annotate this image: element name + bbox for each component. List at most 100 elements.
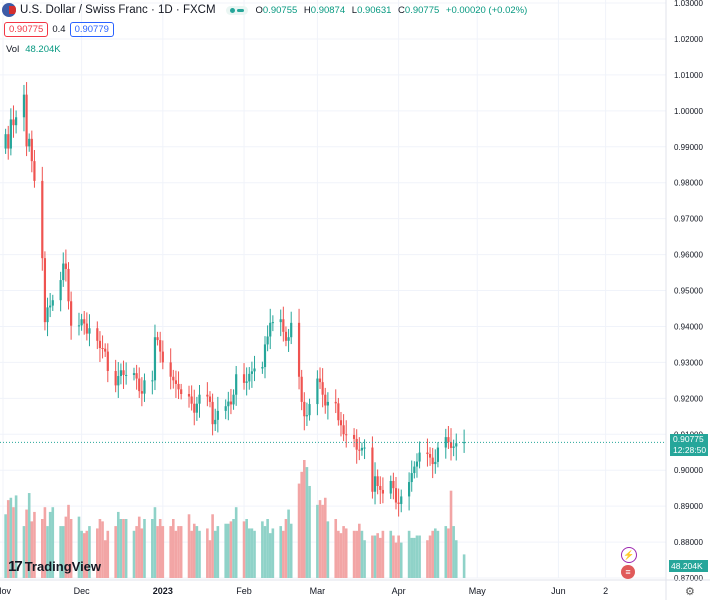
candle-body xyxy=(88,328,91,334)
candle-body xyxy=(410,473,413,483)
volume-bar xyxy=(454,540,458,578)
settings-gear-icon[interactable]: ⚙ xyxy=(685,586,695,598)
buy-button[interactable]: 0.90779 xyxy=(69,22,114,37)
candle-body xyxy=(266,336,269,345)
volume-bar xyxy=(64,516,68,578)
candle-body xyxy=(172,376,175,381)
volume-bar xyxy=(135,526,138,578)
volume-bar xyxy=(434,528,437,578)
candle-body xyxy=(43,258,47,323)
volume-bar xyxy=(69,519,73,578)
candle-body xyxy=(436,447,440,462)
candle-body xyxy=(308,404,311,416)
volume-bar xyxy=(22,526,26,578)
candle-body xyxy=(140,391,143,394)
candle-body xyxy=(159,340,162,352)
volume-bar xyxy=(88,526,91,578)
candle-body xyxy=(83,319,86,324)
candle-body xyxy=(22,94,26,118)
volume-bar xyxy=(114,526,117,578)
currency-pair-flag-icon xyxy=(2,3,16,17)
volume-bar xyxy=(300,471,303,578)
volume-bar xyxy=(59,526,62,578)
volume-bar xyxy=(101,521,104,578)
volume-bar xyxy=(263,526,267,578)
candle-body xyxy=(392,480,395,489)
volume-bar xyxy=(394,542,398,578)
volume-bar xyxy=(208,540,212,578)
market-status-icon[interactable] xyxy=(225,5,248,15)
y-tick-label: 0.99000 xyxy=(674,143,703,152)
candle-body xyxy=(297,322,301,377)
candle-body xyxy=(135,373,138,379)
candle-body xyxy=(394,488,398,503)
volume-bar xyxy=(284,519,288,578)
volume-bar xyxy=(106,530,110,578)
volume-bar xyxy=(444,526,448,578)
candle-body xyxy=(444,437,447,448)
us-flag-icon[interactable]: ≡ xyxy=(621,565,635,579)
volume-bar xyxy=(323,497,327,578)
volume-bar xyxy=(158,519,162,578)
volume-bar xyxy=(449,490,453,578)
candle-body xyxy=(345,434,348,436)
candle-body xyxy=(305,415,309,417)
volume-bar xyxy=(360,530,364,578)
volume-bar xyxy=(447,528,450,578)
volume-bar xyxy=(85,530,89,578)
lightning-icon[interactable]: ⚡ xyxy=(621,547,637,563)
candle-body xyxy=(287,337,290,341)
candle-body xyxy=(174,380,178,384)
volume-bar xyxy=(140,528,144,578)
spread-value: 0.4 xyxy=(52,24,66,35)
volume-bar xyxy=(245,519,248,578)
candle-body xyxy=(180,389,183,394)
candle-body xyxy=(379,486,382,490)
candle-body xyxy=(7,134,10,149)
candle-body xyxy=(195,403,198,413)
current-price-label: 0.90775 12:28:50 xyxy=(670,434,708,456)
candle-body xyxy=(25,94,28,147)
candle-body xyxy=(229,401,233,405)
y-tick-label: 1.01000 xyxy=(674,71,703,80)
volume-bar xyxy=(242,521,246,578)
volume-bar xyxy=(224,523,227,578)
volume-bar xyxy=(187,514,191,578)
y-tick-label: 0.92000 xyxy=(674,394,703,403)
candle-body xyxy=(138,378,141,392)
symbol-title[interactable]: U.S. Dollar / Swiss Franc · 1D · FXCM xyxy=(20,4,216,16)
volume-bar xyxy=(316,504,319,578)
y-tick-label: 0.96000 xyxy=(674,251,703,260)
candle-body xyxy=(342,425,345,435)
volume-bar xyxy=(174,530,178,578)
sell-button[interactable]: 0.90775 xyxy=(4,22,49,37)
volume-bar xyxy=(358,523,361,578)
volume-bar xyxy=(9,497,13,578)
volume-bar xyxy=(397,535,400,578)
volume-bar xyxy=(190,530,193,578)
candle-body xyxy=(318,378,322,383)
candle-body xyxy=(214,419,217,425)
candle-body xyxy=(46,307,49,323)
volume-bar xyxy=(211,514,214,578)
candle-body xyxy=(449,442,453,448)
volume-bar xyxy=(98,519,102,578)
candle-body xyxy=(455,443,458,447)
volume-bar xyxy=(303,460,306,578)
volume-legend[interactable]: Vol 48.204K xyxy=(6,44,61,55)
volume-bar xyxy=(96,528,99,578)
x-tick-label: Feb xyxy=(236,586,252,596)
volume-bar xyxy=(33,511,36,578)
volume-bar xyxy=(271,528,275,578)
volume-bar xyxy=(305,467,309,578)
tradingview-logo[interactable]: 17 TradingView xyxy=(8,558,102,575)
trade-row: 0.90775 0.4 0.90779 xyxy=(4,22,114,37)
y-tick-label: 1.00000 xyxy=(674,107,703,116)
candle-body xyxy=(67,268,70,302)
change-value: +0.00020 (+0.02%) xyxy=(445,4,528,16)
volume-bar xyxy=(51,507,55,578)
volume-bar xyxy=(82,533,86,578)
volume-bar xyxy=(355,530,358,578)
volume-bar xyxy=(253,530,256,578)
